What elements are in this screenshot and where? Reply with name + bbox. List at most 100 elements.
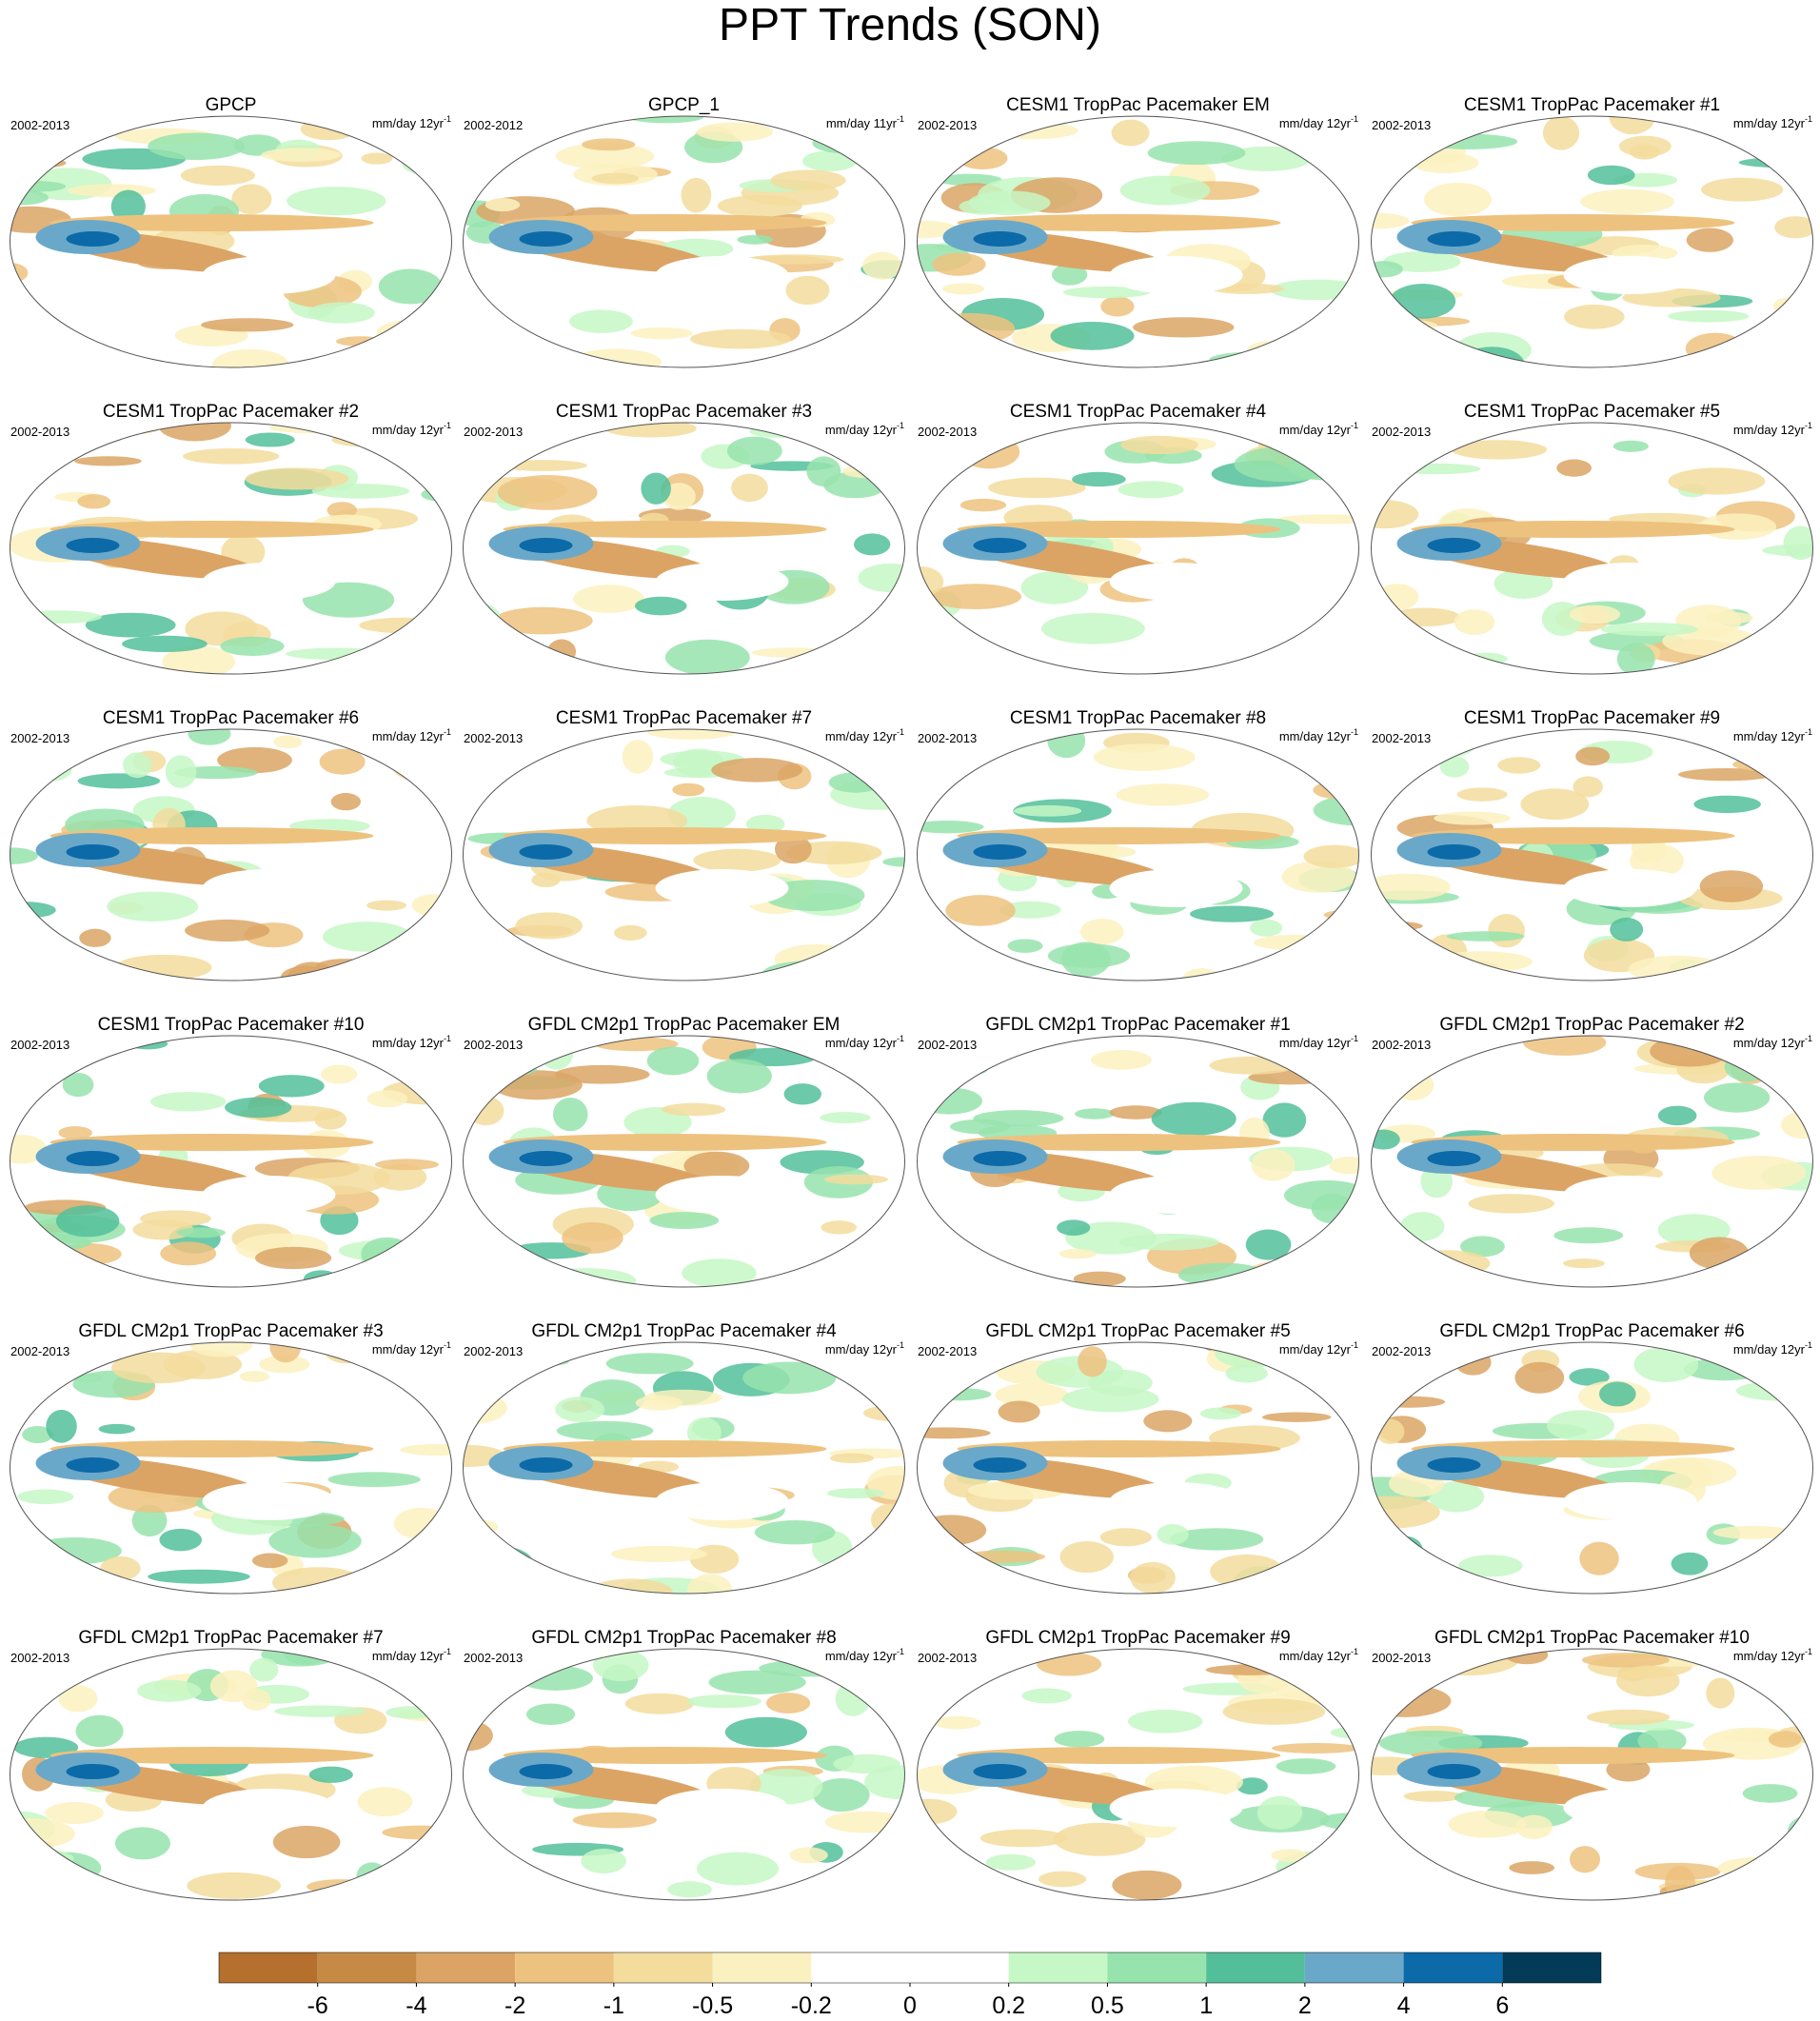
field-patch	[519, 538, 573, 553]
field-patch	[242, 1689, 271, 1712]
units-text: mm/day 11yr	[826, 116, 898, 130]
field-patch	[973, 231, 1027, 247]
field-patch	[581, 1849, 626, 1873]
panel-title: GFDL CM2p1 TropPac Pacemaker #8	[531, 1628, 836, 1648]
field-patch	[233, 134, 282, 156]
field-patch	[1051, 264, 1088, 286]
map-panel: CESM1 TropPac Pacemaker #9 2002-2013 mm/da…	[1371, 708, 1813, 981]
units-text: mm/day 12yr	[372, 116, 445, 130]
field-patch	[148, 1569, 250, 1584]
field-patch	[1712, 1525, 1793, 1539]
field-patch	[1109, 1789, 1243, 1827]
field-patch	[973, 1151, 1027, 1166]
map-panel: GFDL CM2p1 TropPac Pacemaker EM 2002-2013…	[463, 1015, 905, 1288]
field-patch	[10, 959, 100, 981]
field-patch	[35, 1579, 139, 1594]
map-panel: CESM1 TropPac Pacemaker #2 2002-2013 mm/da…	[10, 402, 452, 675]
field-patch	[882, 857, 905, 867]
field-patch	[1494, 568, 1553, 599]
field-patch	[835, 1682, 871, 1716]
field-patch	[66, 538, 120, 553]
field-patch	[1717, 1856, 1809, 1879]
field-patch	[1266, 1574, 1343, 1593]
field-patch	[998, 1400, 1040, 1423]
colorbar-box	[613, 1952, 713, 1983]
field-patch	[55, 1205, 120, 1238]
field-patch	[988, 477, 1086, 499]
colorbar-box	[219, 1952, 318, 1983]
field-patch	[176, 1227, 226, 1238]
field-patch	[985, 1853, 1036, 1871]
panel-title: GFDL CM2p1 TropPac Pacemaker #6	[1439, 1321, 1744, 1341]
field-patch	[864, 1765, 905, 1799]
field-patch	[1222, 1698, 1326, 1725]
field-patch	[1209, 351, 1306, 367]
field-patch	[1570, 1846, 1601, 1873]
colorbar-box	[712, 1952, 812, 1983]
field-patch	[835, 1660, 905, 1694]
field-patch	[225, 1097, 292, 1119]
field-patch	[307, 302, 375, 324]
field-patch	[1371, 920, 1423, 932]
map-field	[463, 729, 905, 981]
panel-period: 2002-2013	[464, 731, 523, 745]
field-patch	[400, 1443, 452, 1456]
field-patch	[824, 1811, 905, 1833]
field-patch	[1587, 165, 1635, 186]
field-patch	[123, 752, 152, 779]
field-patch	[1047, 729, 1086, 759]
field-patch	[1251, 1882, 1316, 1900]
panel-period: 2002-2013	[918, 1038, 977, 1052]
field-patch	[188, 729, 231, 745]
field-patch	[1743, 1581, 1779, 1594]
field-patch	[1181, 968, 1222, 981]
field-patch	[661, 1102, 726, 1117]
field-patch	[1215, 1342, 1287, 1368]
field-patch	[1700, 177, 1784, 202]
field-patch	[1014, 804, 1082, 817]
panel-title: CESM1 TropPac Pacemaker EM	[1006, 95, 1270, 115]
units-exponent: -1	[1351, 1647, 1358, 1656]
units-exponent: -1	[1805, 1647, 1812, 1656]
colorbar-label: 0	[903, 1992, 917, 2019]
field-patch	[957, 1747, 1281, 1764]
field-patch	[200, 318, 294, 332]
field-patch	[1050, 321, 1135, 350]
units-exponent: -1	[897, 1034, 904, 1043]
field-patch	[1599, 1381, 1636, 1407]
panel-title: GFDL CM2p1 TropPac Pacemaker #4	[531, 1321, 837, 1341]
map-border	[917, 728, 1359, 981]
map-border	[463, 115, 905, 368]
field-patch	[1062, 286, 1151, 299]
field-patch	[1375, 584, 1419, 610]
units-exponent: -1	[897, 421, 904, 430]
units-text: mm/day 12yr	[1733, 1342, 1806, 1357]
field-patch	[624, 1693, 695, 1714]
field-patch	[140, 1210, 211, 1227]
panel-title: CESM1 TropPac Pacemaker #8	[1010, 708, 1266, 728]
field-patch	[555, 1397, 605, 1422]
units-exponent: -1	[1805, 727, 1812, 737]
units-exponent: -1	[1351, 1340, 1358, 1350]
field-patch	[150, 1091, 227, 1112]
field-patch	[1704, 1082, 1771, 1113]
field-patch	[1109, 1105, 1162, 1119]
panel-title: CESM1 TropPac Pacemaker #10	[98, 1015, 365, 1035]
map-border	[10, 1648, 452, 1901]
panel-units: mm/day 12yr-1	[1733, 1034, 1812, 1050]
field-patch	[917, 1576, 944, 1588]
field-patch	[973, 844, 1027, 860]
field-patch	[1628, 955, 1726, 981]
panel-units: mm/day 12yr-1	[1733, 114, 1812, 130]
panel-period: 2002-2013	[464, 1038, 523, 1052]
field-patch	[1383, 250, 1461, 272]
units-text: mm/day 12yr	[372, 1342, 445, 1357]
field-patch	[655, 1482, 789, 1520]
field-patch	[1569, 1368, 1610, 1386]
field-patch	[995, 1382, 1069, 1407]
field-patch	[1575, 746, 1611, 766]
field-patch	[1783, 1094, 1813, 1105]
field-patch	[539, 1036, 574, 1070]
field-patch	[1371, 873, 1451, 901]
field-patch	[10, 452, 60, 478]
